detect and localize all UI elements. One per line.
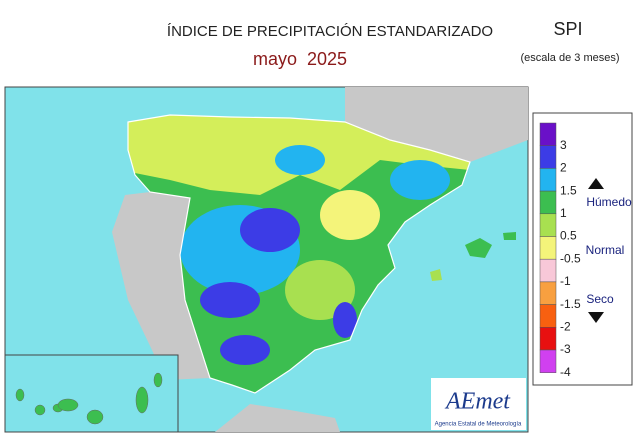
island <box>86 409 104 425</box>
legend-swatch <box>539 327 557 351</box>
subtitle: mayo 2025 <box>253 49 347 69</box>
spi-area <box>285 260 355 320</box>
normal-label: Normal <box>586 243 625 257</box>
legend-label: -4 <box>560 365 571 379</box>
scale-note: (escala de 3 meses) <box>520 52 619 64</box>
title: ÍNDICE DE PRECIPITACIÓN ESTANDARIZADO <box>167 23 493 40</box>
island <box>153 372 163 388</box>
island <box>135 386 149 414</box>
island <box>15 388 25 402</box>
legend-swatch <box>539 236 557 260</box>
legend-swatch <box>539 304 557 328</box>
legend-swatch <box>539 281 557 305</box>
up-arrow <box>588 178 604 189</box>
logo-box <box>431 378 526 430</box>
spain-outline <box>127 114 471 394</box>
legend-swatch <box>539 190 557 215</box>
legend-label: 1 <box>560 206 567 220</box>
spi-area <box>390 160 450 200</box>
island <box>34 404 46 416</box>
down-arrow <box>588 312 604 323</box>
legend-label: -0.5 <box>560 251 581 265</box>
spi-area <box>200 282 260 318</box>
legend-swatch <box>539 258 557 283</box>
index-name: SPI <box>553 19 582 39</box>
legend-swatch <box>539 122 557 146</box>
legend-label: -2 <box>560 319 571 333</box>
spi-area <box>240 208 300 252</box>
legend-swatch <box>539 168 557 192</box>
legend: 3 2 1.5 1 0.5 -0.5 -1 -1.5 -2 -3 -4 <box>539 122 581 379</box>
legend-label: 3 <box>560 138 567 152</box>
legend-label: -3 <box>560 342 571 356</box>
wet-label: Húmedo <box>586 195 632 209</box>
spi-area <box>320 190 380 240</box>
legend-label: -1.5 <box>560 297 581 311</box>
canary-islands <box>15 372 163 425</box>
spi-area <box>220 335 270 365</box>
legend-swatch <box>539 349 557 373</box>
spi-area <box>275 145 325 175</box>
legend-label: 2 <box>560 161 567 175</box>
legend-swatch <box>539 145 557 169</box>
africa <box>215 404 340 432</box>
menorca <box>503 232 516 240</box>
legend-swatch <box>539 213 557 237</box>
dry-label: Seco <box>586 292 614 306</box>
legend-label: -1 <box>560 274 571 288</box>
france <box>345 87 528 162</box>
ibiza <box>430 269 442 281</box>
legend-label: 1.5 <box>560 183 577 197</box>
logo-name: AEmet <box>444 389 511 415</box>
island <box>57 398 79 412</box>
legend-label: 0.5 <box>560 229 577 243</box>
logo-agency: Agencia Estatal de Meteorología <box>435 422 522 428</box>
portugal <box>112 192 210 380</box>
spi-area <box>333 302 357 338</box>
mallorca <box>465 238 492 258</box>
